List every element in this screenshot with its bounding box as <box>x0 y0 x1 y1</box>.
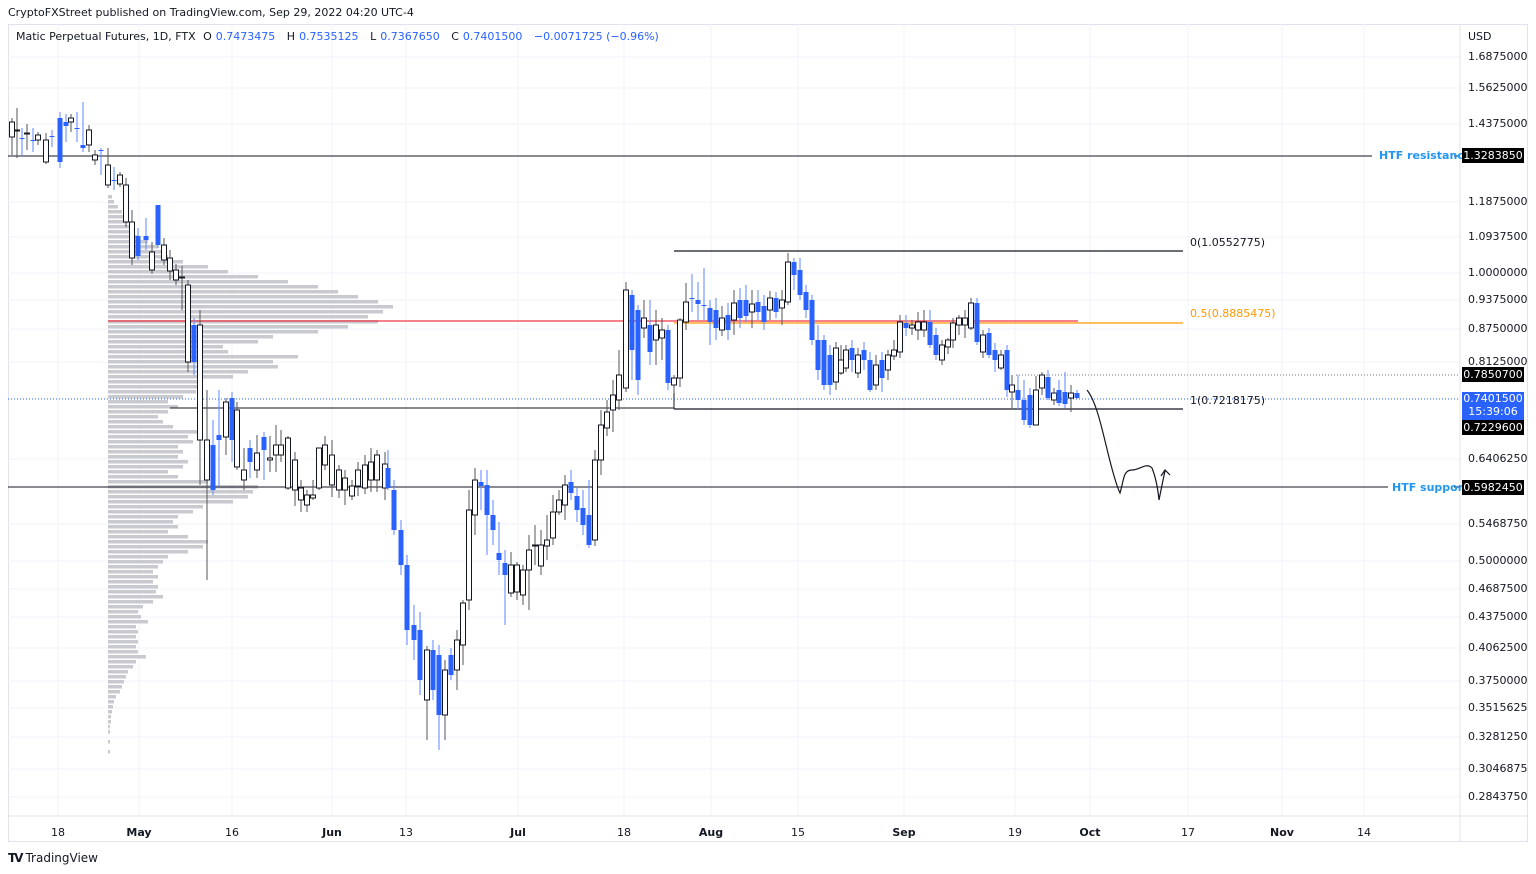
recent-high-price-tag: 0.7850700 <box>1462 367 1524 382</box>
time-tick-label: 18 <box>617 826 631 839</box>
ohlc-open: O 0.7473475 <box>203 30 276 43</box>
price-tick-label: 0.3046875 <box>1468 762 1528 775</box>
ohlc-change: −0.0071725 (−0.96%) <box>533 30 659 43</box>
price-tick-label: 0.3515625 <box>1468 701 1528 714</box>
price-tick-label: 1.4375000 <box>1468 117 1528 130</box>
time-tick-label: Aug <box>698 826 724 839</box>
candlesticks <box>9 102 1080 750</box>
publish-line: CryptoFXStreet published on TradingView.… <box>8 6 414 19</box>
last-price-value: 0.7401500 <box>1463 392 1523 405</box>
recent-low-price-tag: 0.7229600 <box>1462 420 1524 435</box>
time-tick-label: Jul <box>510 826 526 839</box>
price-tick-label: 0.6406250 <box>1468 452 1528 465</box>
ohlc-high: H 0.7535125 <box>286 30 359 43</box>
price-tick-label: 0.8125000 <box>1468 355 1528 368</box>
time-tick-label: 14 <box>1357 826 1371 839</box>
time-tick-label: Jun <box>322 826 342 839</box>
time-tick-label: 18 <box>51 826 65 839</box>
htf-support-label: HTF support <box>1392 481 1469 494</box>
fib-1-label: 1(0.7218175) <box>1190 394 1266 407</box>
time-tick-label: 16 <box>225 826 239 839</box>
price-tick-label: 0.2843750 <box>1468 790 1528 803</box>
time-tick-label: Sep <box>892 826 916 839</box>
time-tick-label: May <box>126 826 152 839</box>
time-tick-label: 15 <box>791 826 805 839</box>
price-tick-label: 0.9375000 <box>1468 293 1528 306</box>
tradingview-logo-icon: TV <box>8 851 24 865</box>
last-price-tag: 0.7401500 15:39:06 <box>1462 392 1524 420</box>
ohlc-low: L 0.7367650 <box>370 30 440 43</box>
time-tick-label: 19 <box>1008 826 1022 839</box>
time-tick-label: 17 <box>1181 826 1195 839</box>
price-tick-label: 1.0000000 <box>1468 266 1528 279</box>
price-tick-label: 0.5468750 <box>1468 517 1528 530</box>
price-tick-label: 0.4062500 <box>1468 641 1528 654</box>
tradingview-brand[interactable]: TV TradingView <box>8 851 98 865</box>
htf-resistance-label: HTF resistance <box>1379 149 1472 162</box>
currency-label: USD <box>1468 30 1492 43</box>
price-tick-label: 1.5625000 <box>1468 81 1528 94</box>
bar-countdown: 15:39:06 <box>1468 405 1518 418</box>
price-tick-label: 1.6875000 <box>1468 50 1528 63</box>
htf-resistance-price-tag: 1.3283850 <box>1462 148 1524 163</box>
time-tick-label: Oct <box>1079 826 1101 839</box>
price-tick-label: 1.0937500 <box>1468 230 1528 243</box>
symbol-name[interactable]: Matic Perpetual Futures, 1D, FTX <box>16 30 196 43</box>
htf-support-price-tag: 0.5982450 <box>1462 480 1524 495</box>
price-tick-label: 1.1875000 <box>1468 195 1528 208</box>
fib-0-label: 0(1.0552775) <box>1190 236 1266 249</box>
time-tick-label: Nov <box>1270 826 1294 839</box>
price-tick-label: 0.3281250 <box>1468 730 1528 743</box>
price-tick-label: 0.8750000 <box>1468 322 1528 335</box>
price-tick-label: 0.3750000 <box>1468 674 1528 687</box>
projection-drawing <box>1086 389 1171 501</box>
price-tick-label: 0.4375000 <box>1468 610 1528 623</box>
time-tick-label: 13 <box>399 826 413 839</box>
ohlc-close: C 0.7401500 <box>451 30 523 43</box>
symbol-legend: Matic Perpetual Futures, 1D, FTX O 0.7473… <box>16 30 663 43</box>
fib-05-label: 0.5(0.8885475) <box>1190 307 1276 320</box>
price-tick-label: 0.4687500 <box>1468 582 1528 595</box>
chart-frame <box>8 24 1528 842</box>
price-tick-label: 0.5000000 <box>1468 554 1528 567</box>
